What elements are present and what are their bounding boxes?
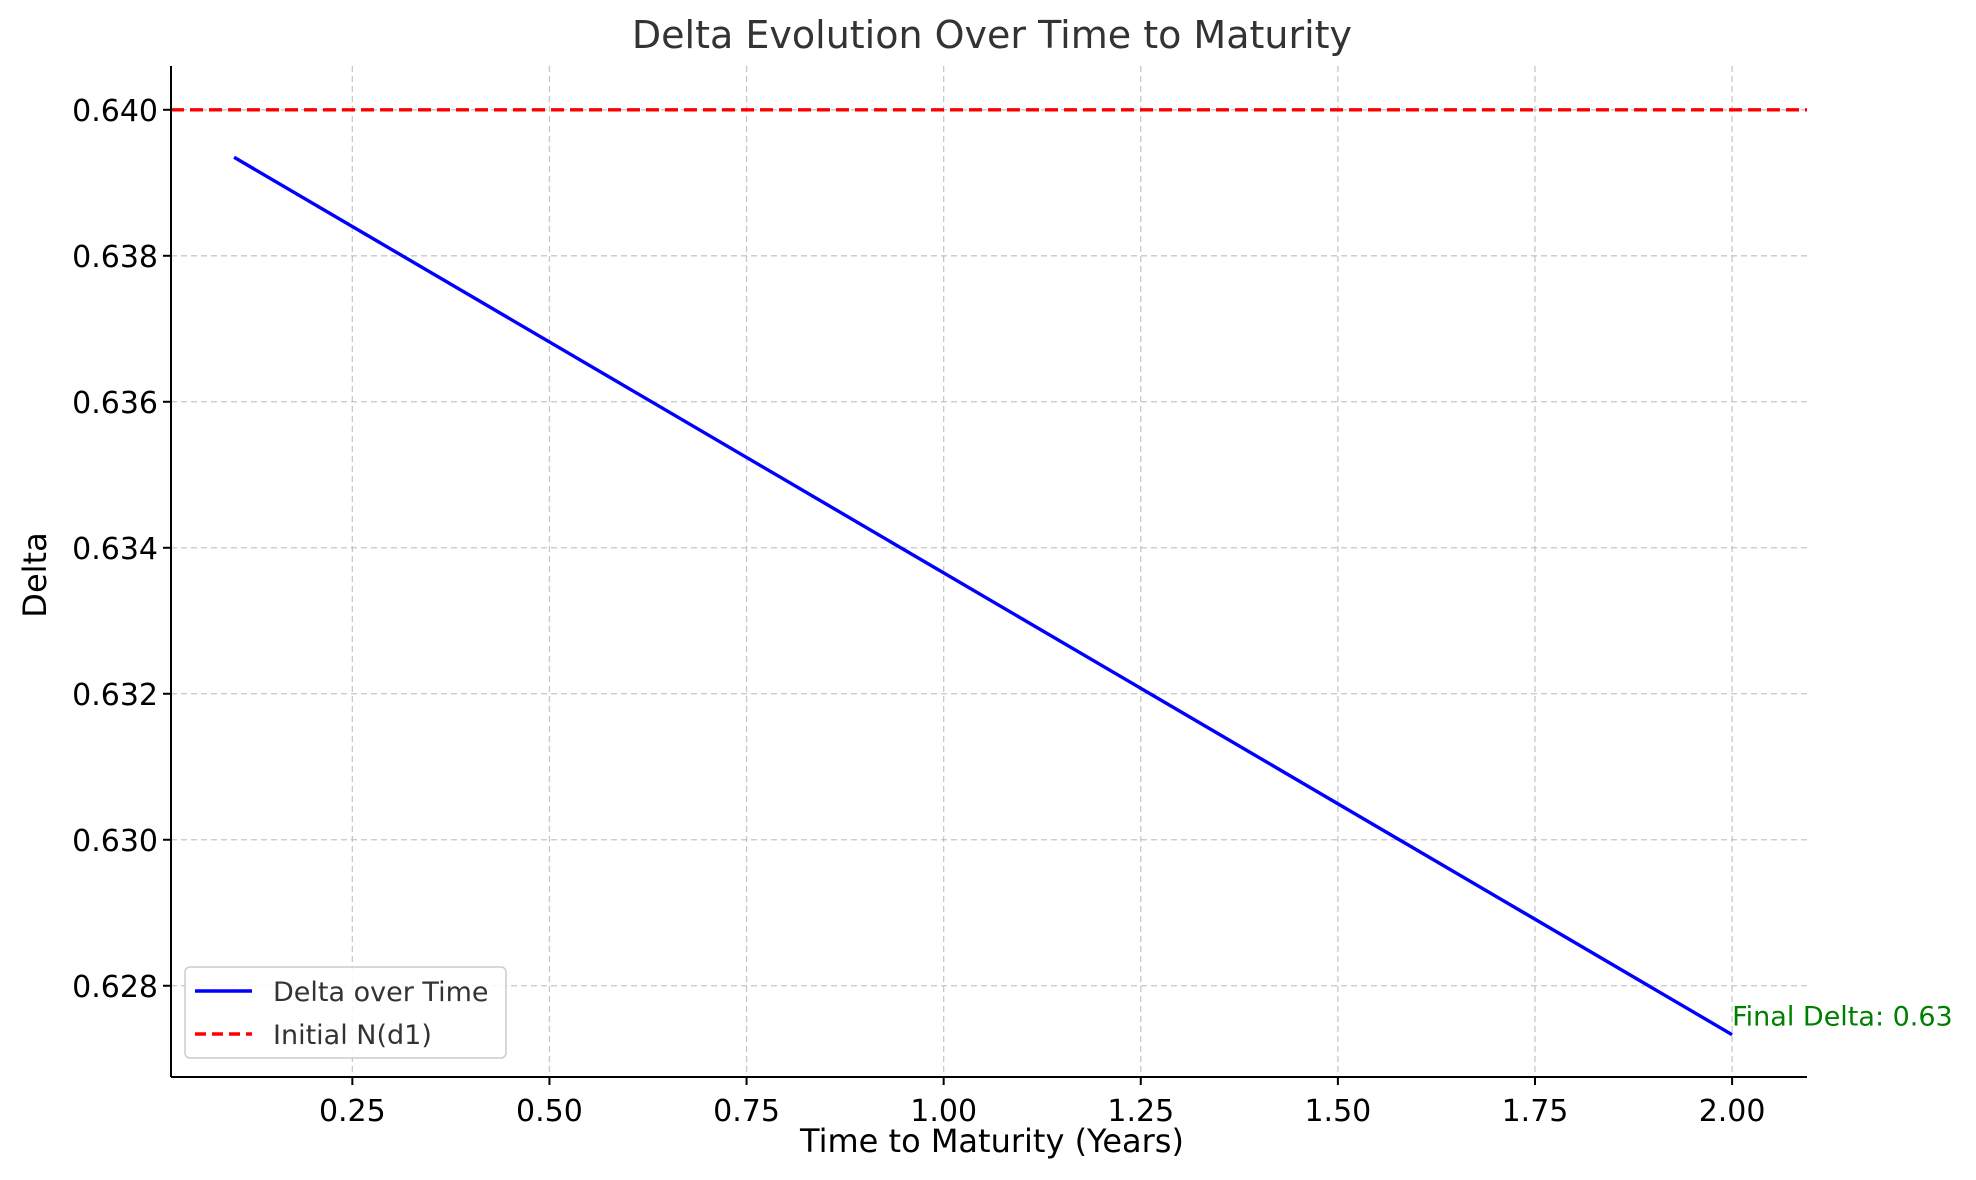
axes xyxy=(163,66,1807,1085)
legend: Delta over Time Initial N(d1) xyxy=(184,966,507,1059)
x-tick-label: 1.75 xyxy=(1502,1094,1569,1129)
x-tick-label: 2.00 xyxy=(1699,1094,1766,1129)
y-tick-label: 0.636 xyxy=(72,386,158,421)
legend-box xyxy=(184,966,507,1059)
y-tick-label: 0.634 xyxy=(72,532,158,567)
y-tick-label: 0.638 xyxy=(72,240,158,275)
x-tick-label: 1.00 xyxy=(910,1094,977,1129)
x-tick-label: 1.25 xyxy=(1107,1094,1174,1129)
final-delta-annotation: Final Delta: 0.63 xyxy=(1732,1002,1953,1033)
series-lines xyxy=(233,155,1733,1037)
x-tick-label: 0.25 xyxy=(319,1094,386,1129)
x-tick-label: 0.50 xyxy=(516,1094,583,1129)
chart-title: Delta Evolution Over Time to Maturity xyxy=(632,13,1352,57)
y-tick-label: 0.632 xyxy=(72,678,158,713)
annotations: Final Delta: 0.63 xyxy=(1732,1002,1953,1033)
x-tick-label: 0.75 xyxy=(713,1094,780,1129)
y-tick-label: 0.628 xyxy=(72,970,158,1005)
x-axis-title: Time to Maturity (Years) xyxy=(799,1122,1184,1160)
legend-entry-initial-nd1-label: Initial N(d1) xyxy=(273,1020,432,1051)
y-tick-label: 0.640 xyxy=(72,94,158,129)
legend-entry-delta-over-time-label: Delta over Time xyxy=(273,977,489,1008)
delta-over-time-line xyxy=(233,155,1733,1037)
x-tick-label: 1.50 xyxy=(1304,1094,1371,1129)
y-tick-label: 0.630 xyxy=(72,824,158,859)
y-axis-title: Delta xyxy=(16,532,54,617)
tick-labels: 0.25 0.50 0.75 1.00 1.25 1.50 1.75 2.00 0.628 0.6… xyxy=(72,94,1765,1129)
